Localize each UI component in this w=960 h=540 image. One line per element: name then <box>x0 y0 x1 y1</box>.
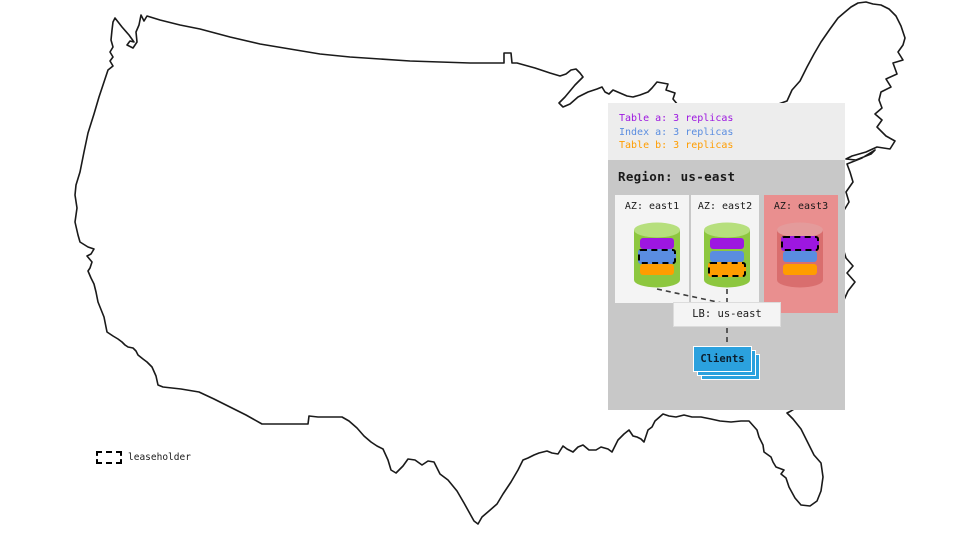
replica-bar-table_a <box>710 238 744 249</box>
replica-bars <box>776 221 824 289</box>
replica-bar-table_b <box>783 264 817 275</box>
leaseholder-swatch-icon <box>96 450 122 464</box>
replica-bar-table_b <box>640 264 674 275</box>
az-box-east3: AZ: east3 <box>764 195 838 313</box>
az-label: AZ: east1 <box>624 201 680 212</box>
replica-bar-table_b-leaseholder <box>708 262 746 277</box>
replica-legend-item: Table b: 3 replicas <box>619 140 734 151</box>
replica-legend-item: Table a: 3 replicas <box>619 113 734 124</box>
replica-legend: Table a: 3 replicas Index a: 3 replicas Ta… <box>608 103 845 160</box>
db-node <box>703 221 751 289</box>
az-box-east2: AZ: east2 <box>691 195 759 303</box>
replica-bars <box>703 221 751 289</box>
db-node <box>776 221 824 289</box>
az-box-east1: AZ: east1 <box>615 195 689 303</box>
az-label: AZ: east2 <box>697 201 753 212</box>
load-balancer-box: LB: us-east <box>673 302 781 327</box>
replica-legend-item: Index a: 3 replicas <box>619 126 734 138</box>
db-node <box>633 221 681 289</box>
az-label: AZ: east3 <box>773 201 829 212</box>
replica-bar-index_a <box>710 251 744 262</box>
replica-bar-index_a <box>783 251 817 262</box>
replica-bar-table_a-leaseholder <box>781 236 819 251</box>
us-border-path <box>74 1 906 525</box>
leaseholder-label: leaseholder <box>128 451 191 463</box>
replica-bars <box>633 221 681 289</box>
region-title: Region: us-east <box>618 169 736 184</box>
leaseholder-key: leaseholder <box>96 449 191 465</box>
replica-bar-index_a-leaseholder <box>638 249 676 264</box>
replica-bar-table_a <box>640 238 674 249</box>
clients-box: Clients <box>693 346 752 372</box>
